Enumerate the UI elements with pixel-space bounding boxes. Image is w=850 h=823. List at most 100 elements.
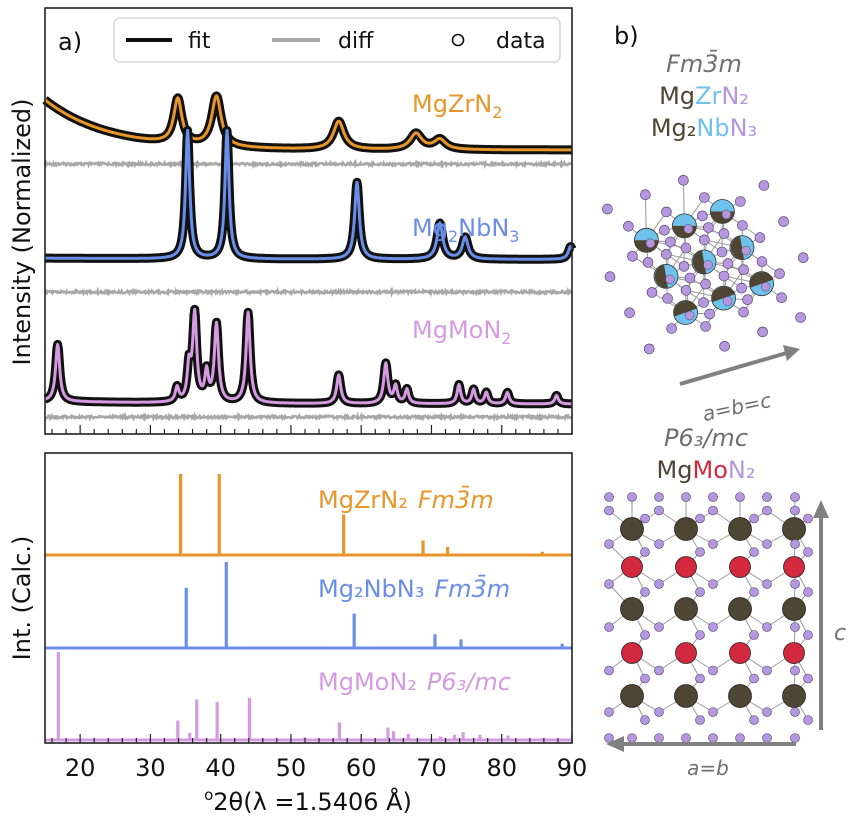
n-atom — [681, 492, 691, 502]
bottom-panel: 20 30 40 50 60 70 80 90 MgZrN₂ Fm3̄m Mg₂NbN₃ Fm3̄… — [8, 452, 587, 816]
mo-atom — [729, 642, 751, 664]
n-atom — [737, 220, 748, 231]
mixed-cation-atom — [691, 249, 717, 275]
mg-atom — [674, 517, 698, 541]
n-atom — [708, 622, 718, 632]
n-atom — [681, 733, 691, 743]
hex-c-axis-label: c — [834, 621, 846, 646]
mo-atom — [621, 556, 643, 578]
n-atom — [700, 321, 711, 332]
n-atom — [659, 225, 670, 236]
legend-box — [113, 17, 561, 63]
n-atom — [741, 245, 751, 256]
x-tick-label: 30 — [135, 754, 166, 782]
n-atom — [698, 297, 709, 308]
hex-formula: MgMoN₂ — [657, 456, 756, 484]
n-atom — [708, 733, 718, 743]
label-mg2nbn3-base: Mg — [412, 214, 448, 242]
panel-b: b) Fm3̄m MgZrN₂ Mg₂NbN₃ a=b=c P6₃/mc MgM… — [602, 22, 846, 780]
n-atom — [604, 733, 614, 743]
n-atom — [708, 707, 718, 717]
n-atom — [762, 505, 772, 516]
n-atom — [803, 513, 813, 524]
x-axis-label-main: 2θ(λ =1.5406 Å) — [213, 787, 412, 816]
cubic-formula-2: Mg₂NbN₃ — [651, 114, 757, 142]
n-atom — [654, 665, 664, 676]
n-atom — [790, 539, 800, 549]
n-atom — [624, 307, 635, 319]
cubic-formula-1: MgZrN₂ — [659, 82, 749, 110]
n-atom — [762, 579, 772, 589]
n-atom — [697, 210, 708, 222]
n-atom — [640, 189, 651, 200]
label-mg2nbn3-sub1: 2 — [448, 227, 458, 246]
n-atom — [803, 547, 813, 557]
fit-line — [44, 128, 574, 261]
n-atom — [722, 296, 733, 306]
n-atom — [738, 264, 749, 276]
mo-atom — [783, 642, 805, 664]
panel-label-a: a) — [58, 28, 82, 56]
mo-atom — [729, 556, 751, 578]
n-atom — [742, 294, 753, 306]
mg-atom — [728, 517, 752, 541]
mg-site-fraction — [749, 272, 773, 288]
n-atom — [703, 222, 714, 233]
mg-site-fraction — [673, 301, 697, 317]
mixed-cation-atom — [711, 285, 736, 311]
n-atom — [722, 258, 734, 269]
hex-c-axis-arrowhead — [813, 500, 829, 518]
cubic-space-group: Fm3̄m — [666, 49, 742, 78]
panel-label-b: b) — [614, 22, 639, 50]
n-atom — [683, 224, 694, 234]
bottom-sticks — [45, 474, 572, 742]
top-ticks — [51, 425, 573, 434]
n-atom — [623, 221, 634, 232]
n-atom — [654, 539, 664, 549]
n-atom — [762, 665, 772, 676]
n-atom — [735, 196, 746, 207]
mixed-cation-atom — [749, 271, 774, 297]
mixed-cation-atom — [672, 213, 697, 239]
n-atom — [695, 513, 705, 524]
n-atom — [803, 673, 813, 684]
diff-line — [43, 158, 573, 170]
label-mg2nbn3-mid: NbN — [458, 214, 509, 242]
n-atom — [803, 630, 813, 640]
mg-atom — [782, 684, 806, 708]
calc-label-mgzrn2-sg: Fm3̄m — [418, 485, 494, 514]
mg-atom — [620, 684, 644, 708]
label-mgmon2-sub: 2 — [501, 329, 511, 348]
n-atom — [604, 579, 614, 589]
n-atom — [760, 281, 771, 292]
n-atom — [640, 715, 650, 725]
n-atom — [736, 282, 747, 294]
n-atom — [654, 707, 664, 717]
n-atom — [708, 492, 718, 502]
n-atom — [662, 293, 673, 304]
n-atom — [646, 287, 658, 298]
legend-fit-label: fit — [188, 29, 211, 54]
n-atom — [762, 733, 772, 743]
label-mg2nbn3: Mg2NbN3 — [412, 214, 519, 246]
mg-atom — [782, 517, 806, 541]
n-atom — [699, 234, 710, 246]
n-atom — [790, 579, 800, 589]
x-axis-label: o2θ(λ =1.5406 Å) — [204, 786, 412, 816]
n-atom — [643, 343, 655, 355]
n-atom — [721, 209, 732, 220]
mg-atom — [782, 597, 806, 621]
calc-label-mgmon2-sg: P6₃/mc — [427, 668, 511, 696]
n-atom — [640, 547, 650, 557]
cubic-structure — [602, 175, 809, 355]
bottom-axes-frame — [44, 452, 573, 744]
calc-label-mg2nbn3-formula: Mg₂NbN₃ — [318, 575, 424, 603]
n-atom — [604, 539, 614, 549]
mg-atom — [674, 684, 698, 708]
label-mgmon2: MgMoN2 — [412, 316, 511, 348]
mg-site-fraction — [692, 250, 706, 274]
n-atom — [680, 285, 692, 296]
cubic-formula-2-mg: Mg₂ — [651, 114, 697, 142]
n-atom — [604, 271, 616, 283]
n-atom — [803, 587, 813, 597]
